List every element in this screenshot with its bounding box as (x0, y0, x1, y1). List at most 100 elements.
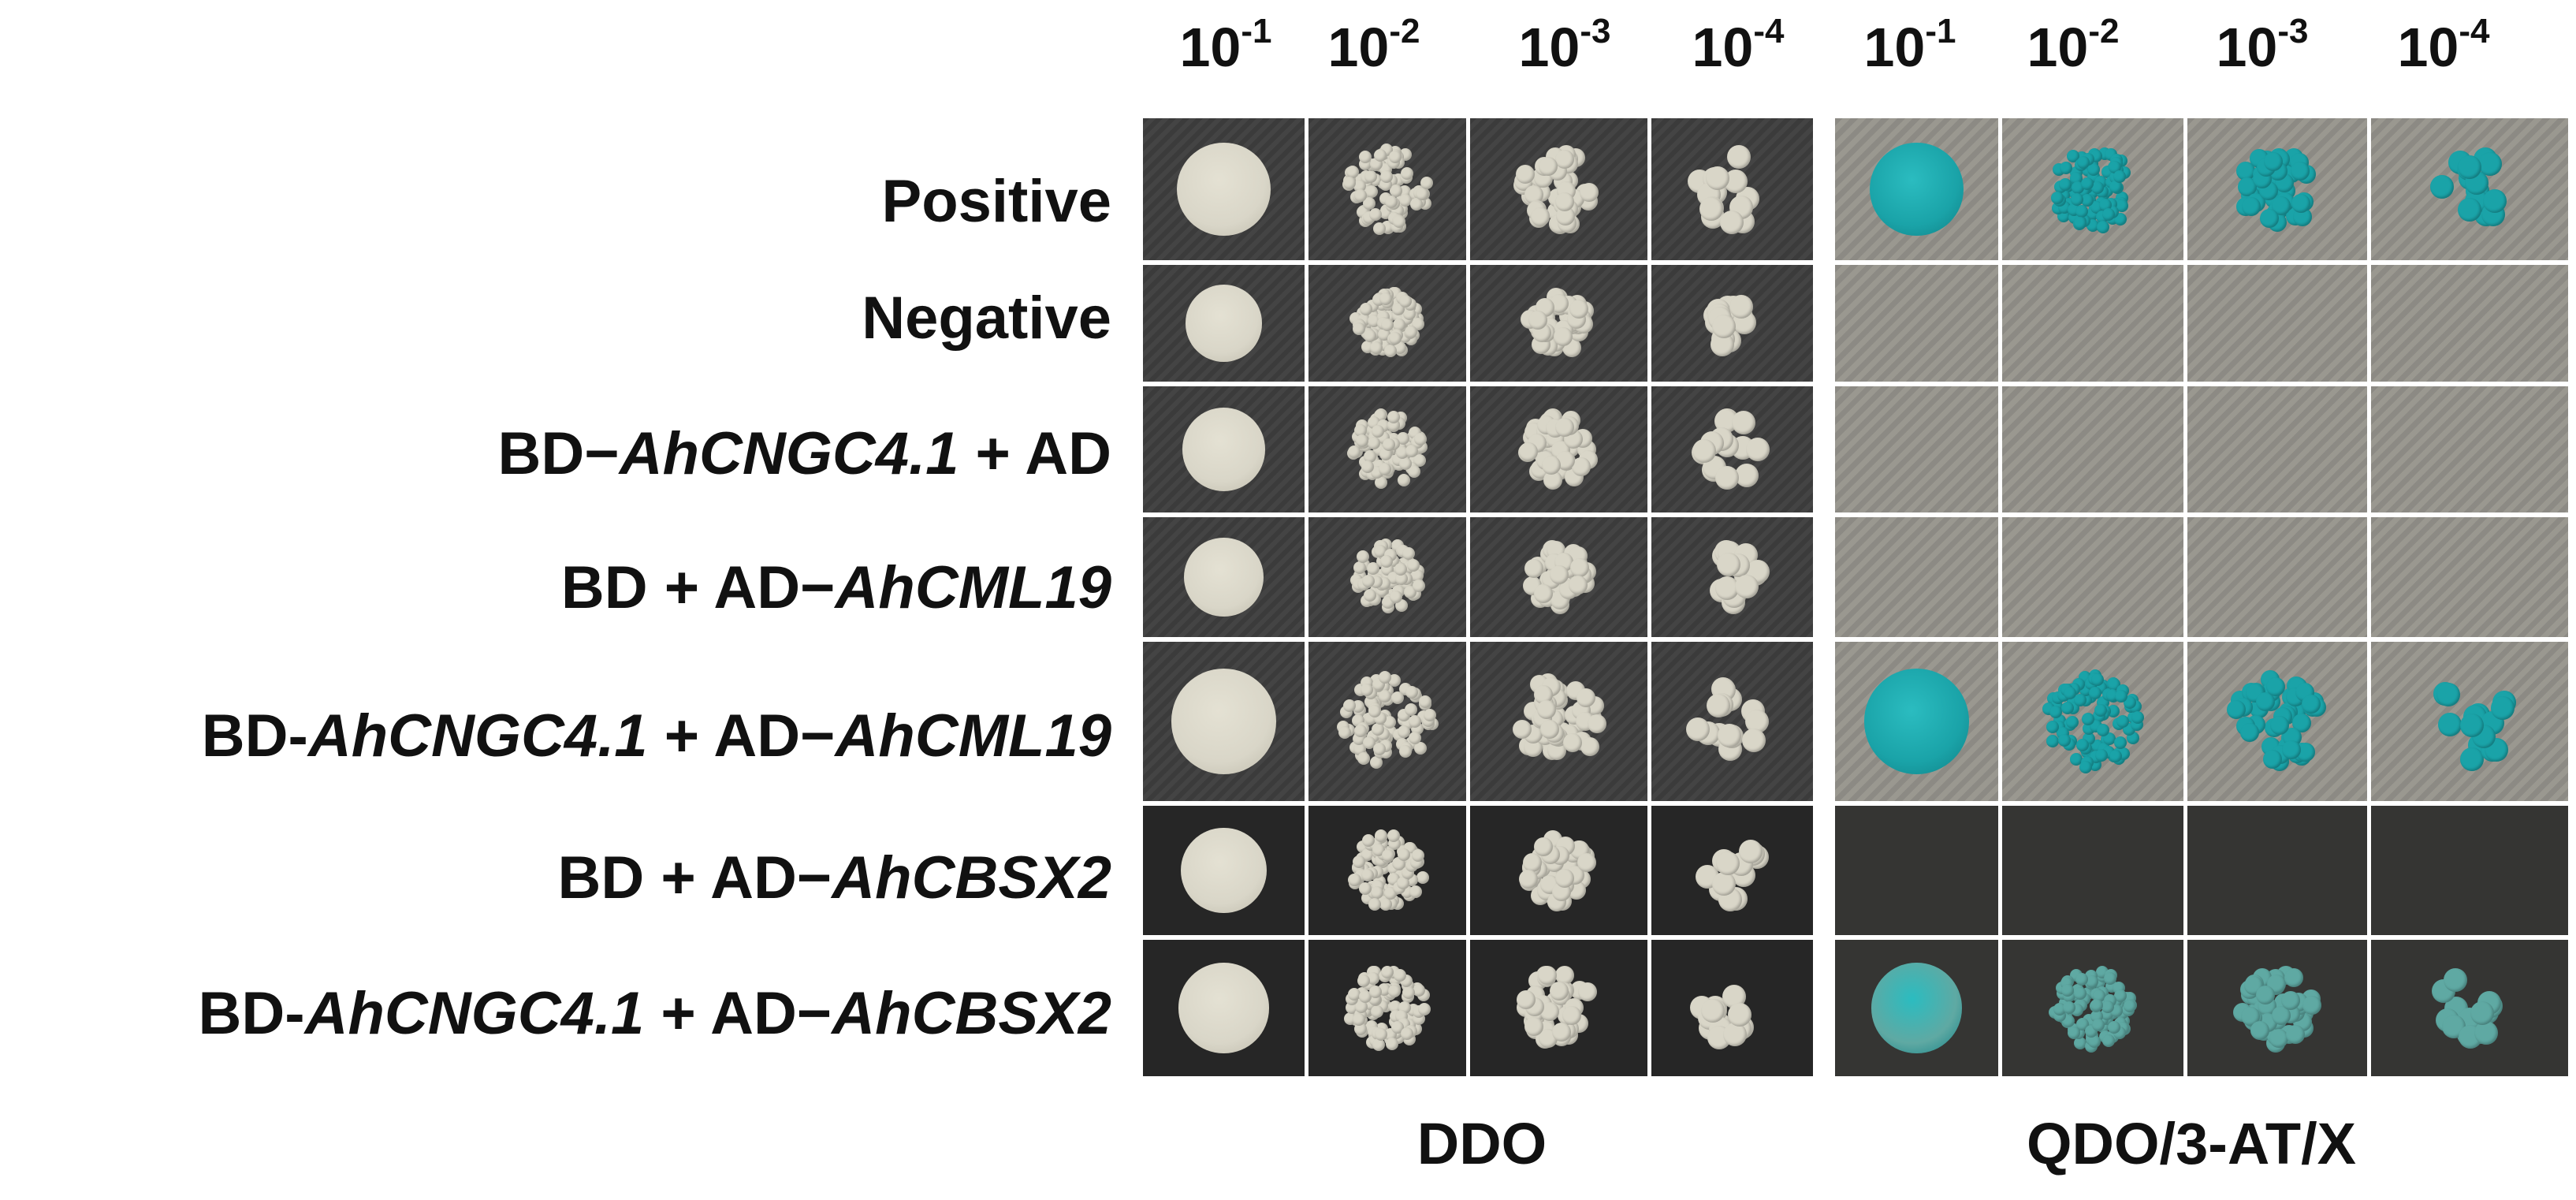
gene-name: AhCNGC4.1 (619, 420, 959, 487)
colony-dot (2059, 177, 2072, 191)
dilution-exponent: -3 (1580, 11, 1611, 50)
colony-dot (1397, 431, 1410, 445)
plate-cell (2002, 118, 2183, 260)
colony-dot (2092, 1018, 2105, 1031)
colony-dot (1368, 897, 1381, 911)
colony-dot (1398, 744, 1412, 758)
dilution-label: 10-2 (1986, 12, 2160, 79)
plate-cell (1143, 118, 1305, 260)
gene-name: AhCML19 (835, 702, 1111, 770)
colony-dot (1398, 193, 1412, 207)
colony-dot (1714, 465, 1739, 490)
colony-dot (2075, 738, 2089, 751)
qdo-plate (1835, 118, 2568, 1080)
colony-dot (2437, 712, 2462, 736)
colony-dot (2482, 189, 2507, 214)
colony-dot (1416, 188, 1429, 201)
plate-cell (1651, 642, 1813, 801)
plate-cell (2187, 940, 2367, 1076)
colony-dot (1742, 729, 1766, 753)
colony-dot (1346, 166, 1359, 178)
colony-dot (1364, 184, 1378, 198)
colony-dot (1407, 465, 1420, 479)
dilution-exponent: -2 (2088, 11, 2120, 50)
colony-dot (2057, 734, 2071, 747)
colony-dot (1685, 717, 1710, 741)
label-text: BD− (497, 420, 620, 487)
colony-dot (1379, 554, 1393, 568)
colony-dot (1363, 197, 1376, 211)
dilution-base: 10 (2216, 17, 2278, 78)
plate-cell (1470, 642, 1647, 801)
colony-dot (2269, 1029, 2288, 1049)
colony-dot (1367, 562, 1380, 576)
colony-dot (1352, 855, 1365, 869)
row-label: BD-AhCNGC4.1 + AD−AhCBSX2 (199, 979, 1112, 1048)
colony-dot (1563, 732, 1583, 752)
colony-dot (2046, 734, 2060, 747)
colony-spot (1184, 537, 1264, 617)
plate-cell (2187, 517, 2367, 637)
gene-name: AhCBSX2 (832, 980, 1111, 1047)
plate-cell (1143, 517, 1305, 637)
colony-dot (1375, 476, 1388, 490)
plate-cell (2371, 517, 2568, 637)
colony-dot (1569, 576, 1588, 595)
colony-dot (1369, 755, 1383, 769)
colony-dot (2491, 695, 2515, 720)
colony-dot (1371, 1004, 1384, 1018)
plate-cell (1651, 265, 1813, 382)
colony-dot (2239, 723, 2259, 743)
gene-name: AhCNGC4.1 (304, 980, 645, 1047)
colony-dot (2285, 1024, 2305, 1044)
label-text: + AD− (644, 980, 832, 1047)
plate-cell (1470, 118, 1647, 260)
plate-cell (1835, 642, 1998, 801)
colony-dot (1706, 166, 1730, 191)
plate-cell (1143, 642, 1305, 801)
colony-dot (1398, 473, 1411, 486)
colony-dot (1420, 176, 1433, 189)
label-text: BD + AD− (557, 844, 832, 911)
plate-cell (1835, 806, 1998, 935)
colony-dot (1402, 986, 1415, 999)
colony-dot (1363, 589, 1376, 602)
colony-dot (1357, 974, 1370, 987)
colony-dot (1361, 460, 1375, 473)
row-label: BD−AhCNGC4.1 + AD (498, 419, 1111, 488)
dilution-base: 10 (1327, 17, 1390, 78)
colony-dot (2457, 155, 2481, 179)
dilution-exponent: -1 (1925, 11, 1956, 50)
colony-spot (1863, 669, 1970, 774)
colony-dot (1364, 170, 1378, 184)
colony-dot (1368, 436, 1381, 449)
colony-dot (1348, 873, 1361, 886)
colony-dot (1712, 871, 1737, 896)
plate-cell (2371, 940, 2568, 1076)
colony-dot (1356, 550, 1369, 563)
colony-dot (1360, 684, 1373, 697)
dilution-label: 10-3 (2176, 12, 2349, 79)
colony-dot (2090, 999, 2103, 1012)
plate-cell (1308, 517, 1466, 637)
colony-dot (2067, 1026, 2080, 1039)
colony-spot (1171, 669, 1277, 774)
colony-dot (2123, 999, 2136, 1012)
colony-dot (1555, 418, 1575, 438)
colony-dot (1580, 737, 1600, 757)
plate-cell (1835, 118, 1998, 260)
colony-dot (1343, 699, 1357, 712)
colony-dot (1414, 433, 1428, 446)
colony-dot (2090, 673, 2104, 686)
colony-dot (2107, 1021, 2120, 1034)
dilution-label: 10-1 (1139, 12, 1312, 79)
colony-dot (2065, 715, 2079, 729)
label-text: Negative (862, 285, 1111, 352)
colony-dot (1734, 574, 1759, 598)
plate-cell (2187, 386, 2367, 512)
colony-dot (1373, 222, 1387, 235)
colony-dot (1569, 300, 1588, 319)
colony-dot (1379, 170, 1393, 183)
colony-dot (1579, 183, 1599, 203)
dilution-label: 10-2 (1287, 12, 1461, 79)
